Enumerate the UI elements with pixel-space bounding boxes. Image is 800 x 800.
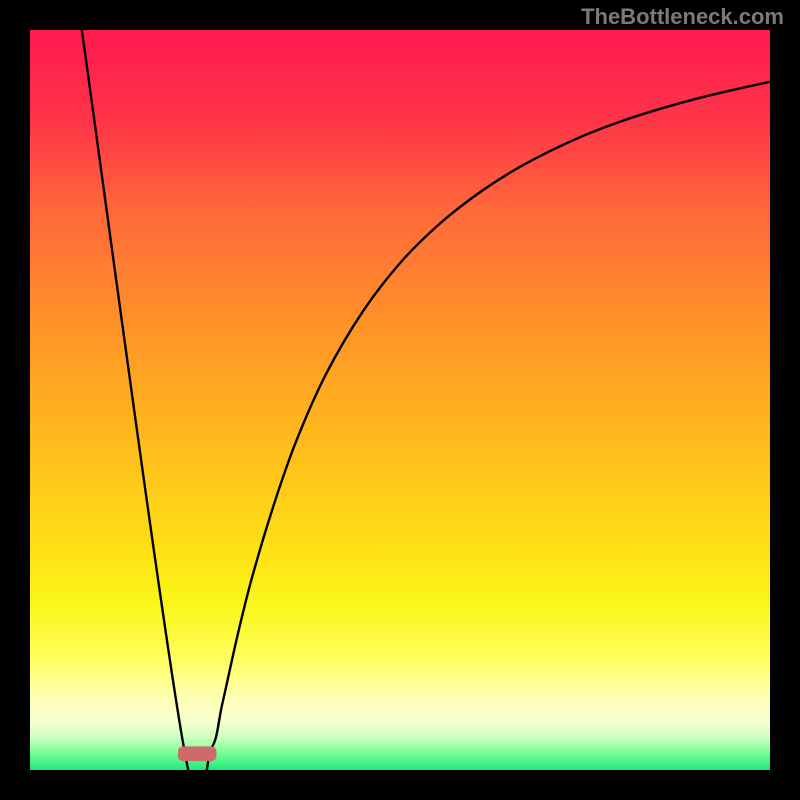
chart-frame: TheBottleneck.com [0,0,800,800]
chart-svg [30,30,770,770]
chart-background [30,30,770,770]
plot-area [30,30,770,770]
watermark-text: TheBottleneck.com [581,4,784,30]
min-marker [178,746,216,761]
